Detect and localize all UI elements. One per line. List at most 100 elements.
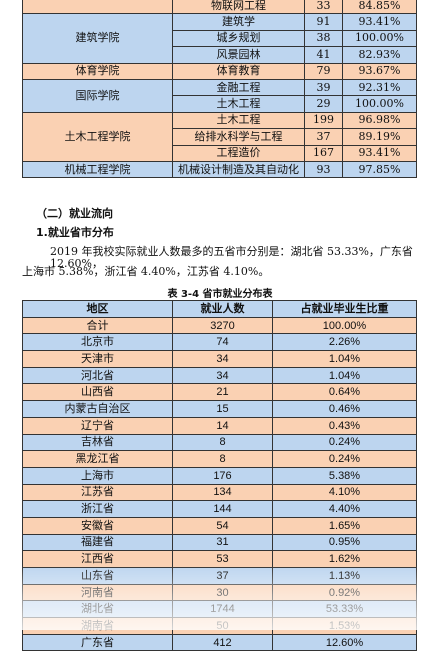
region-cell: 内蒙古自治区	[22, 400, 173, 418]
major-cell: 金融工程	[172, 78, 305, 97]
share-cell: 0.24%	[272, 450, 417, 468]
table-row: 北京市 74 2.26%	[22, 333, 417, 352]
major-cell: 土木工程	[172, 111, 305, 130]
major-cell: 风景园林	[172, 46, 305, 64]
table-row: 广东省 412 12.60%	[22, 633, 417, 651]
share-cell: 1.04%	[272, 366, 417, 385]
region-cell: 河南省	[22, 583, 173, 602]
region-cell: 湖北省	[22, 600, 173, 619]
region-cell: 山东省	[22, 567, 173, 585]
table-caption: 表 3-4 省市就业分布表	[167, 289, 273, 300]
rate-cell: 84.85%	[342, 0, 417, 15]
region-cell: 山西省	[22, 383, 173, 402]
rate-cell: 93.41%	[342, 144, 417, 162]
count-cell: 176	[172, 466, 273, 485]
count-cell: 167	[304, 144, 343, 162]
table-row: 建筑学院 建筑学 91 93.41%	[22, 13, 417, 64]
table-row: 山西省 21 0.64%	[22, 383, 417, 402]
share-cell: 0.92%	[272, 583, 417, 602]
rate-cell: 93.67%	[342, 62, 417, 80]
count-cell: 134	[172, 483, 273, 502]
table-row: 合计 3270 100.00%	[22, 316, 417, 335]
count-cell: 38	[304, 29, 343, 48]
region-cell: 黑龙江省	[22, 450, 173, 468]
count-cell: 79	[304, 62, 343, 80]
share-cell: 0.43%	[272, 416, 417, 435]
share-cell: 1.53%	[272, 617, 417, 635]
share-cell: 1.13%	[272, 567, 417, 585]
count-cell: 15	[172, 400, 273, 418]
share-cell: 1.65%	[272, 516, 417, 535]
rate-cell: 100.00%	[342, 29, 417, 48]
table-row: 吉林省 8 0.24%	[22, 433, 417, 452]
region-cell: 辽宁省	[22, 416, 173, 435]
count-cell: 34	[172, 366, 273, 385]
rate-cell: 97.85%	[342, 160, 417, 179]
count-cell: 8	[172, 433, 273, 452]
section-heading: （二）就业流向	[36, 207, 113, 220]
region-cell: 河北省	[22, 366, 173, 385]
table-row: 福建省 31 0.95%	[22, 533, 417, 552]
region-cell: 上海市	[22, 466, 173, 485]
college-cell: 土木工程学院	[22, 111, 173, 162]
table-row: 黑龙江省 8 0.24%	[22, 450, 417, 468]
share-cell: 100.00%	[272, 316, 417, 335]
region-cell: 合计	[22, 316, 173, 335]
table-row: 湖北省 1744 53.33%	[22, 600, 417, 619]
share-cell: 0.64%	[272, 383, 417, 402]
table-row: 江苏省 134 4.10%	[22, 483, 417, 502]
region-cell: 湖南省	[22, 617, 173, 635]
major-cell: 城乡规划	[172, 29, 305, 48]
count-cell: 39	[304, 78, 343, 97]
major-cell: 机械设计制造及其自动化	[172, 160, 305, 179]
major-cell: 体育教育	[172, 62, 305, 80]
table-row: 河南省 30 0.92%	[22, 583, 417, 602]
table-row: 湖南省 50 1.53%	[22, 617, 417, 635]
region-cell: 吉林省	[22, 433, 173, 452]
table-row: 浙江省 144 4.40%	[22, 500, 417, 518]
college-cell: 体育学院	[22, 62, 173, 80]
major-cell: 土木工程	[172, 95, 305, 113]
college-cell: 建筑学院	[22, 13, 173, 64]
region-cell: 江西省	[22, 550, 173, 568]
count-cell: 33	[304, 0, 343, 15]
count-cell: 37	[172, 567, 273, 585]
share-cell: 5.38%	[272, 466, 417, 485]
major-cell: 工程造价	[172, 144, 305, 162]
header-share: 占就业毕业生比重	[272, 300, 417, 318]
table-row: 内蒙古自治区 15 0.46%	[22, 400, 417, 418]
count-cell: 53	[172, 550, 273, 568]
major-cell: 物联网工程	[172, 0, 305, 15]
region-cell: 北京市	[22, 333, 173, 352]
region-cell: 广东省	[22, 633, 173, 651]
paragraph-line-2: 上海市 5.38%，浙江省 4.40%，江苏省 4.10%。	[22, 265, 270, 278]
college-cell: 国际学院	[22, 78, 173, 113]
rate-cell: 92.31%	[342, 78, 417, 97]
count-cell: 41	[304, 46, 343, 64]
paragraph-line-1: 2019 年我校实际就业人数最多的五省市分别是：湖北省 53.33%，广东省 1…	[50, 245, 413, 270]
share-cell: 1.04%	[272, 350, 417, 368]
share-cell: 0.24%	[272, 433, 417, 452]
count-cell: 30	[172, 583, 273, 602]
region-cell: 天津市	[22, 350, 173, 368]
table-header-row: 地区 就业人数 占就业毕业生比重	[22, 300, 417, 318]
count-cell: 199	[304, 111, 343, 130]
count-cell: 14	[172, 416, 273, 435]
share-cell: 12.60%	[272, 633, 417, 651]
rate-cell: 82.93%	[342, 46, 417, 64]
subsection-heading: 1.就业省市分布	[36, 226, 114, 239]
count-cell: 50	[172, 617, 273, 635]
rate-cell: 93.41%	[342, 13, 417, 31]
college-cell	[22, 0, 173, 15]
share-cell: 53.33%	[272, 600, 417, 619]
college-cell: 机械工程学院	[22, 160, 173, 179]
table-row: 安徽省 54 1.65%	[22, 516, 417, 535]
table-row: 天津市 34 1.04%	[22, 350, 417, 368]
count-cell: 412	[172, 633, 273, 651]
count-cell: 34	[172, 350, 273, 368]
count-cell: 3270	[172, 316, 273, 335]
major-cell: 建筑学	[172, 13, 305, 31]
count-cell: 144	[172, 500, 273, 518]
major-cell: 给排水科学与工程	[172, 128, 305, 146]
region-cell: 安徽省	[22, 516, 173, 535]
